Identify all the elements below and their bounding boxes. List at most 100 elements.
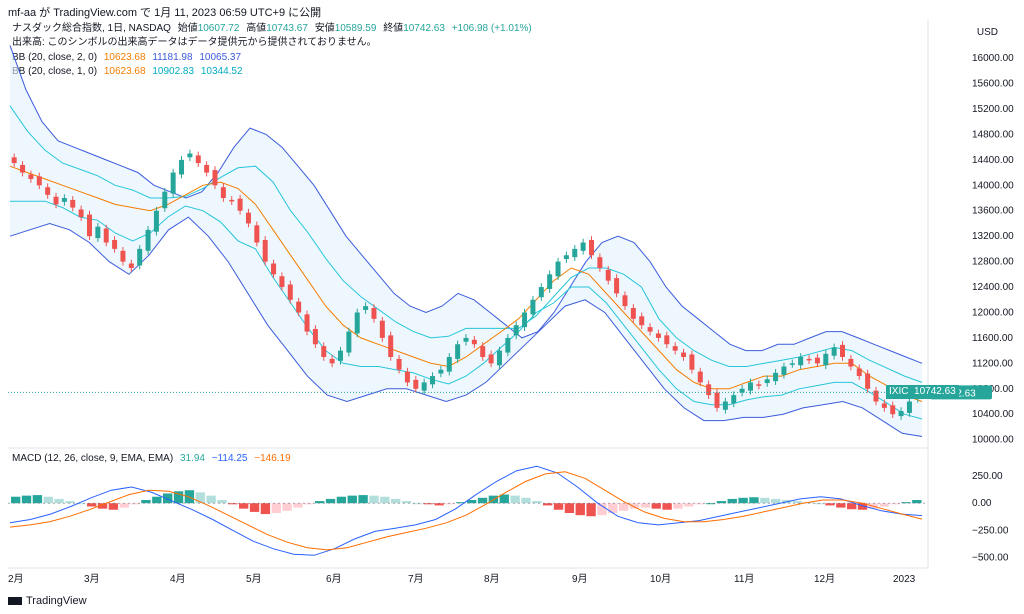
candle [53,196,59,205]
macd-histogram-bar [260,503,271,515]
candle [496,350,502,366]
candle [304,314,310,332]
candle [630,308,636,319]
candle [764,379,770,384]
candle [287,284,293,300]
candle [388,335,394,357]
macd-histogram-bar [575,503,585,516]
y-tick-label: 12400.00 [972,282,1014,293]
x-tick-label: 11月 [734,573,754,585]
ticker-price: 10742.63 [914,386,956,398]
y-tick-label: 15200.00 [972,104,1014,115]
bb1-upper: 11181.98 [152,52,193,63]
bb-lower-line [9,216,923,437]
macd-histogram-bar [87,503,97,507]
bb2-mid: 10623.68 [103,66,146,77]
candle [781,366,787,375]
candle [337,350,343,361]
macd-histogram-bar [380,496,390,504]
candle [773,372,779,382]
candle [840,344,846,357]
macd-y-tick-label: 250.00 [972,471,1003,482]
candle [212,170,218,186]
candle [856,368,862,377]
macd-histogram-bar [890,503,900,505]
change-value: +106.98 (+1.01%) [451,23,532,34]
candle [45,187,51,195]
candle [371,308,377,319]
macd-y-tick-label: −500.00 [972,552,1009,563]
candle [563,255,569,260]
candle [538,287,544,298]
candle [70,199,76,208]
candle [262,239,268,262]
bb1-label: BB (20, close, 2, 0) [12,52,98,63]
macd-histogram-bar [119,503,129,508]
candle [421,382,427,391]
candle [346,331,352,353]
macd-histogram-bar [206,495,216,504]
candle [672,346,678,351]
candle [329,358,335,364]
x-tick-label: 2023 [893,574,916,585]
tradingview-logo[interactable]: TradingView [8,595,87,607]
candle [664,335,670,345]
candle [220,187,226,199]
candle [522,312,528,328]
macd-histogram-bar [347,495,357,504]
candle [379,320,385,338]
y-tick-label: 15600.00 [972,79,1014,90]
candle [279,276,285,288]
candle [11,157,17,164]
macd-legend: MACD (12, 26, close, 9, EMA, EMA) 31.94 … [12,452,295,465]
x-tick-label: 12月 [814,573,835,585]
volume-note: 出来高: このシンボルの出来高データはデータ提供元から提供されておりません。 [12,37,377,48]
x-tick-label: 6月 [326,573,342,585]
macd-histogram-bar [456,502,466,504]
macd-histogram-bar [97,503,108,509]
candle [413,379,419,389]
macd-histogram-bar [130,503,140,505]
candle [363,306,369,310]
candle [455,344,461,359]
x-tick-label: 10月 [650,573,671,585]
macd-histogram-bar [532,501,542,504]
candle [237,198,243,211]
macd-histogram-bar [705,503,716,505]
macd-histogram-bar [249,503,260,512]
candle [906,401,912,413]
bb1-legend: BB (20, close, 2, 0) 10623.68 11181.98 1… [12,51,245,64]
tv-logo-icon [8,597,22,606]
candle [747,382,753,391]
candle [229,199,235,202]
candle [873,390,879,402]
candle [446,356,452,372]
candle [580,242,586,251]
candle [396,358,402,370]
candle [312,329,318,345]
candle [103,228,109,243]
candle [271,263,277,275]
macd-histogram-bar [304,503,314,505]
low-label: 安値 [314,23,335,34]
candle [404,371,410,383]
y-tick-label: 13600.00 [972,206,1014,217]
bb-upper-line [9,45,923,364]
high-value: 10743.67 [266,23,308,34]
candle [547,274,553,289]
macd-histogram-bar [553,503,564,510]
candle [739,388,745,393]
x-tick-label: 2月 [8,573,24,585]
macd-histogram-bar [325,498,336,504]
candle [128,263,134,268]
y-tick-label: 16000.00 [972,53,1014,64]
macd-histogram-bar [716,501,727,504]
candle [831,347,837,356]
bb2-upper: 10902.83 [152,66,195,77]
open-label: 始値 [177,23,198,34]
brand-name: TradingView [26,595,87,607]
candle [865,373,871,389]
macd-histogram-bar [836,503,846,508]
currency-label: USD [976,27,998,38]
